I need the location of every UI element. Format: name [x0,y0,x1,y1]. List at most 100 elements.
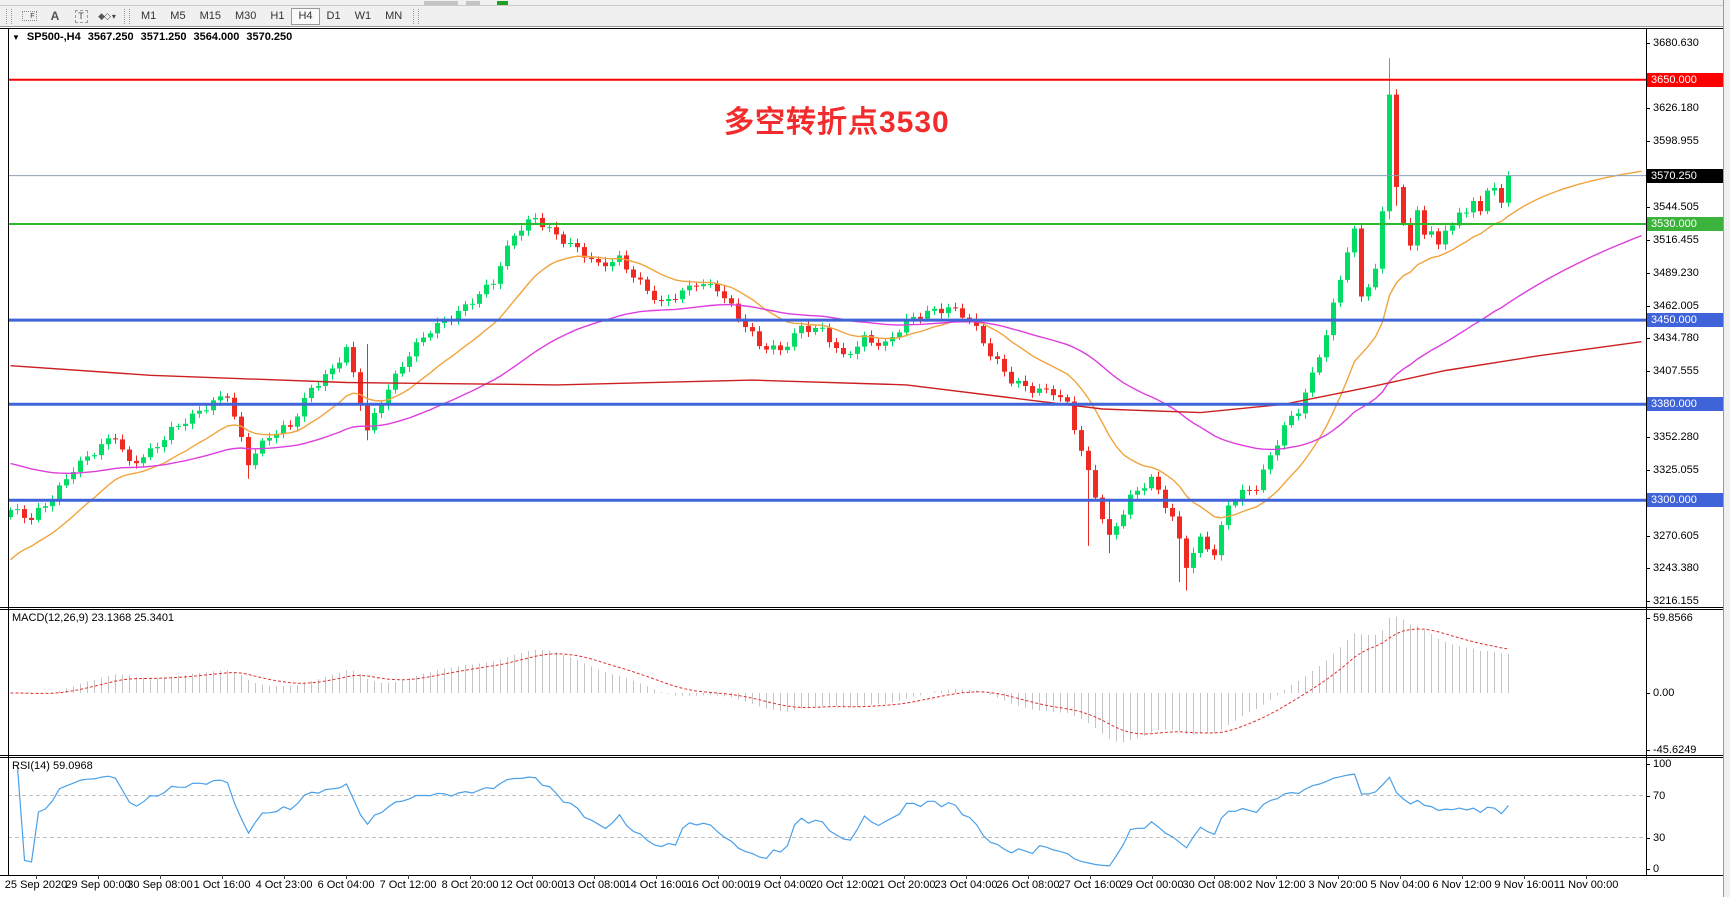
symbol-dropdown-icon[interactable]: ▼ [12,32,20,42]
price-badge-3650.000: 3650.000 [1647,73,1724,87]
price-axis-border [1646,28,1647,876]
time-tick [98,875,99,879]
time-tick [780,875,781,879]
price-tick [1646,273,1650,274]
price-tick-label: 3544.505 [1653,201,1699,213]
price-tick-label: 3216.155 [1653,595,1699,607]
arrows-tool-button[interactable]: ◆◇ ▾ [94,7,120,25]
timeframe-w1-button[interactable]: W1 [348,8,379,25]
time-tick-label: 6 Oct 04:00 [317,879,375,891]
time-tick-label: 8 Oct 20:00 [441,879,499,891]
time-tick-label: 16 Oct 00:00 [686,879,750,891]
time-tick-label: 13 Oct 08:00 [562,879,626,891]
price-badge-3380.000: 3380.000 [1647,397,1724,411]
timeframe-m30-button[interactable]: M30 [228,8,263,25]
chart-frame-left [8,28,9,876]
window-right-edge [1723,0,1730,897]
time-tick-label: 7 Oct 12:00 [379,879,437,891]
timeframe-d1-button[interactable]: D1 [320,8,348,25]
low-value: 3564.000 [193,31,240,43]
price-tick-label: 3462.005 [1653,300,1699,312]
macd-rsi-divider[interactable] [0,755,1724,756]
price-tick-label: 3270.605 [1653,530,1699,542]
arrows-tool-icon: ◆◇ [98,10,111,21]
price-badge-3570.250: 3570.250 [1647,169,1724,183]
time-tick [1400,875,1401,879]
time-tick [718,875,719,879]
toolbar-drag-handle[interactable] [6,8,12,24]
time-tick-label: 29 Oct 00:00 [1120,879,1184,891]
timeframe-h4-button[interactable]: H4 [291,7,320,25]
label-tool-icon: T [74,9,88,23]
top-toolbar-sliver [0,0,1730,6]
price-tick-label: 3407.555 [1653,365,1699,377]
chart-text-annotation[interactable]: 多空转折点3530 [724,106,950,139]
time-tick-label: 11 Nov 00:00 [1553,879,1619,891]
text-tool-button[interactable]: A [42,7,68,25]
time-tick [160,875,161,879]
fibo-grid-tool-button[interactable]: F [16,7,42,25]
time-tick-label: 1 Oct 16:00 [193,879,251,891]
time-tick [1462,875,1463,879]
rsi-line [16,767,1509,867]
price-tick [1646,338,1650,339]
timeframe-h1-button[interactable]: H1 [263,8,291,25]
time-tick [842,875,843,879]
time-tick-label: 21 Oct 20:00 [872,879,936,891]
label-tool-button[interactable]: T [68,7,94,25]
main-macd-divider[interactable] [0,609,1724,610]
timeframe-m15-button[interactable]: M15 [193,8,228,25]
time-tick-label: 26 Oct 08:00 [996,879,1060,891]
rsi-tick [1646,838,1650,839]
timeframe-toolbar-drag-handle[interactable] [124,8,130,24]
rsi-tick-label: 100 [1653,758,1672,770]
time-tick [284,875,285,879]
time-tick [1090,875,1091,879]
ma-slow-line [10,341,1642,414]
macd-tick [1646,693,1650,694]
time-tick-label: 29 Sep 00:00 [65,879,131,891]
macd-rsi-divider[interactable] [0,757,1724,758]
chevron-down-icon[interactable]: ▾ [111,11,116,21]
timeframe-mn-button[interactable]: MN [378,8,409,25]
time-tick [1152,875,1153,879]
time-tick [222,875,223,879]
price-tick-label: 3489.230 [1653,267,1699,279]
price-tick-label: 3352.280 [1653,431,1699,443]
price-badge-3450.000: 3450.000 [1647,313,1724,327]
symbol-label: SP500-,H4 [26,31,81,43]
quote-bar: ▼ SP500-,H4 3567.250 3571.250 3564.000 3… [12,31,292,43]
high-value: 3571.250 [140,31,187,43]
time-tick [1338,875,1339,879]
time-tick [1028,875,1029,879]
rsi-tick [1646,869,1650,870]
price-tick-label: 3243.380 [1653,562,1699,574]
time-tick [1586,875,1587,879]
price-tick [1646,108,1650,109]
time-tick-label: 9 Nov 16:00 [1494,879,1554,891]
macd-signal-line [10,628,1509,735]
time-tick [532,875,533,879]
price-tick [1646,470,1650,471]
text-tool-icon: A [50,9,60,23]
price-tick-label: 3434.780 [1653,332,1699,344]
price-badge-3300.000: 3300.000 [1647,493,1724,507]
time-tick-label: 6 Nov 12:00 [1432,879,1492,891]
main-macd-divider[interactable] [0,607,1724,608]
macd-tick-label: 0.00 [1653,687,1675,699]
price-tick [1646,207,1650,208]
price-tick [1646,371,1650,372]
time-tick-label: 30 Oct 08:00 [1182,879,1246,891]
price-tick-label: 3680.630 [1653,37,1699,49]
timeframe-m1-button[interactable]: M1 [134,8,163,25]
time-tick-label: 14 Oct 16:00 [624,879,688,891]
time-tick [594,875,595,879]
time-tick-label: 27 Oct 16:00 [1058,879,1122,891]
time-tick [346,875,347,879]
chart-frame-top [0,28,1724,29]
macd-tick [1646,618,1650,619]
price-tick [1646,43,1650,44]
timeframe-m5-button[interactable]: M5 [163,8,192,25]
time-tick [408,875,409,879]
